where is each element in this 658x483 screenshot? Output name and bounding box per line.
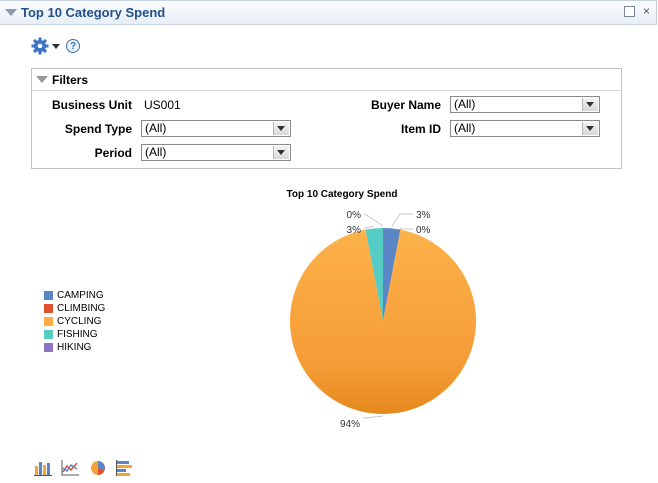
legend-item-cycling[interactable]: CYCLING [44,317,105,330]
divider [32,90,621,91]
data-label-fishing: 3% [347,225,362,236]
data-label-camping: 3% [416,210,431,221]
item-id-label: Item ID [400,122,441,136]
item-id-value: (All) [454,121,476,135]
data-label-hiking: 0% [347,210,362,221]
help-icon[interactable]: ? [66,39,80,53]
spend-type-label: Spend Type [64,122,132,136]
pagelet-titlebar: Top 10 Category Spend × [0,0,657,25]
legend-label: CAMPING [57,290,104,301]
period-label: Period [94,146,132,160]
legend-label: CYCLING [57,316,102,327]
chart-title: Top 10 Category Spend [286,189,398,200]
horizontal-bar-chart-icon[interactable] [116,460,134,479]
line-chart-icon[interactable] [61,460,80,479]
data-label-leader [391,213,413,227]
spend-type-value: (All) [145,121,167,135]
legend-swatch [44,343,53,352]
legend-swatch [44,291,53,300]
legend-item-camping[interactable]: CAMPING [44,291,105,304]
legend-label: FISHING [57,329,98,340]
pie-slice-camping[interactable] [383,228,401,321]
data-label-leader [399,227,413,230]
period-select[interactable]: (All) [141,144,291,161]
legend-label: CLIMBING [57,303,106,314]
data-label-climbing: 0% [416,225,431,236]
period-value: (All) [145,145,167,159]
chevron-down-icon[interactable] [273,122,289,135]
pie-slice-fishing[interactable] [365,228,383,321]
data-label-leader [364,213,384,227]
legend-label: HIKING [57,342,92,353]
pagelet-title: Top 10 Category Spend [21,5,166,20]
chevron-down-icon[interactable] [582,98,598,111]
chevron-down-icon[interactable] [52,44,60,49]
item-id-select[interactable]: (All) [450,120,600,137]
maximize-icon[interactable] [624,6,635,17]
chevron-down-icon[interactable] [273,146,289,159]
legend-swatch [44,317,53,326]
legend-swatch [44,330,53,339]
filters-title: Filters [52,73,89,87]
buyer-name-label: Buyer Name [370,98,441,112]
business-unit-label: Business Unit [51,98,132,112]
legend-swatch [44,304,53,313]
chart-type-switcher [34,460,140,479]
buyer-name-select[interactable]: (All) [450,96,600,113]
data-label-leader [364,225,375,229]
buyer-name-value: (All) [454,97,476,111]
pie-slice-cycling[interactable] [290,229,476,415]
collapse-triangle-icon[interactable] [5,9,17,16]
business-unit-value: US001 [144,98,181,112]
gear-icon[interactable] [31,37,49,55]
chart-legend: CAMPING CLIMBING CYCLING FISHING HIKING [44,291,105,356]
collapse-triangle-icon[interactable] [36,76,48,83]
pie-chart-icon[interactable] [89,460,107,479]
data-label-cycling: 94% [340,419,360,430]
chevron-down-icon[interactable] [582,122,598,135]
legend-item-fishing[interactable]: FISHING [44,330,105,343]
legend-item-climbing[interactable]: CLIMBING [44,304,105,317]
filters-panel: Filters Business Unit US001 Spend Type (… [31,68,622,169]
spend-type-select[interactable]: (All) [141,120,291,137]
legend-item-hiking[interactable]: HIKING [44,343,105,356]
data-label-leader [363,415,384,419]
bar-chart-icon[interactable] [34,460,52,479]
close-icon[interactable]: × [642,4,650,18]
